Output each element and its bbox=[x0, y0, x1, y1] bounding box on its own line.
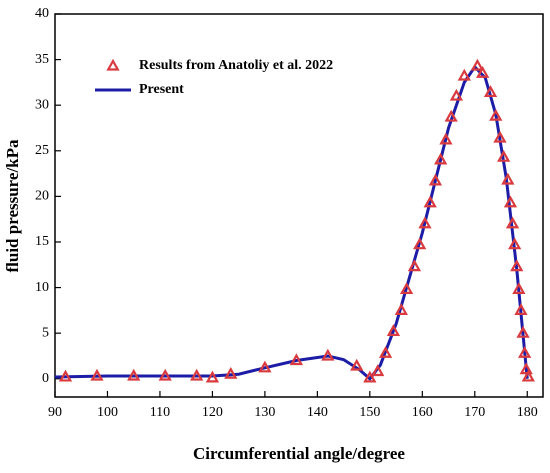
marker bbox=[127, 368, 141, 381]
marker bbox=[90, 368, 104, 381]
marker bbox=[413, 237, 427, 250]
marker bbox=[289, 353, 304, 366]
y-tick-label: 40 bbox=[35, 6, 49, 21]
marker bbox=[497, 149, 511, 162]
marker bbox=[444, 109, 458, 122]
marker bbox=[58, 369, 73, 382]
line bbox=[54, 64, 529, 381]
x-tick-label: 180 bbox=[517, 405, 538, 420]
marker bbox=[470, 58, 485, 71]
marker bbox=[483, 85, 498, 98]
marker bbox=[512, 282, 526, 294]
x-tick-label: 150 bbox=[359, 405, 380, 420]
x-axis-label: Circumferential angle/degree bbox=[193, 444, 405, 463]
marker bbox=[489, 108, 503, 121]
marker bbox=[158, 368, 172, 381]
marker bbox=[521, 369, 535, 382]
marker bbox=[510, 259, 524, 272]
marker bbox=[394, 303, 408, 315]
marker bbox=[434, 152, 448, 165]
marker bbox=[399, 282, 414, 294]
plot-frame bbox=[54, 13, 544, 398]
marker bbox=[516, 325, 530, 338]
x-tick-label: 160 bbox=[412, 405, 433, 420]
marker bbox=[205, 370, 220, 383]
x-tick-label: 90 bbox=[48, 405, 62, 420]
x-tick-label: 120 bbox=[202, 405, 223, 420]
y-tick-label: 5 bbox=[42, 325, 49, 340]
y-tick-label: 10 bbox=[35, 280, 49, 295]
marker bbox=[378, 345, 393, 358]
x-tick-label: 130 bbox=[254, 405, 275, 420]
x-tick-label: 110 bbox=[150, 405, 170, 420]
marker bbox=[501, 172, 515, 185]
marker bbox=[518, 345, 532, 358]
x-tick-label: 170 bbox=[464, 405, 485, 420]
marker bbox=[418, 216, 432, 229]
marker bbox=[423, 195, 437, 208]
legend-marker bbox=[106, 58, 120, 71]
marker bbox=[505, 216, 520, 229]
x-tick-label: 140 bbox=[307, 405, 328, 420]
y-axis-label: fluid pressure/kPa bbox=[3, 139, 22, 273]
marker bbox=[503, 195, 518, 208]
marker bbox=[519, 362, 533, 375]
marker bbox=[224, 366, 238, 379]
marker bbox=[321, 348, 335, 361]
marker bbox=[476, 66, 490, 78]
marker bbox=[371, 364, 385, 377]
marker bbox=[514, 303, 528, 315]
x-tick-label: 100 bbox=[97, 405, 118, 420]
y-tick-label: 15 bbox=[35, 234, 49, 249]
marker bbox=[493, 130, 507, 143]
marker bbox=[457, 68, 471, 81]
y-tick-label: 20 bbox=[35, 189, 49, 204]
y-tick-label: 30 bbox=[35, 97, 49, 112]
marker bbox=[407, 259, 422, 272]
marker bbox=[363, 370, 377, 383]
marker bbox=[449, 88, 464, 101]
y-tick-label: 35 bbox=[35, 52, 49, 67]
marker bbox=[508, 237, 522, 250]
marker bbox=[350, 358, 364, 371]
marker bbox=[386, 324, 401, 336]
marker bbox=[439, 132, 453, 145]
marker bbox=[428, 173, 443, 186]
marker bbox=[190, 368, 204, 381]
legend-label: Present bbox=[139, 82, 184, 97]
legend-label: Results from Anatoliy et al. 2022 bbox=[139, 58, 333, 73]
marker bbox=[258, 360, 272, 373]
y-tick-label: 25 bbox=[35, 143, 49, 158]
y-tick-label: 0 bbox=[42, 371, 49, 386]
